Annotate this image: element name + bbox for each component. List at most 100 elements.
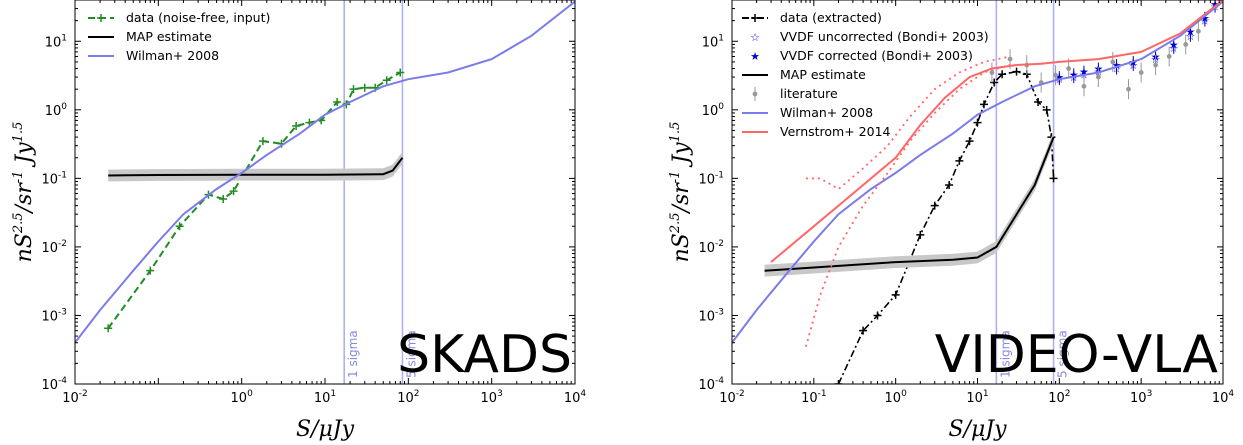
legend-label: Wilman+ 2008: [126, 48, 219, 63]
y-tick-label: 10-4: [41, 376, 67, 393]
vline-label-2: 5 sigma: [1056, 330, 1070, 378]
y-tick-label: 10-1: [41, 170, 67, 187]
data-point: ★: [1054, 71, 1064, 84]
legend-label: data (noise-free, input): [126, 10, 270, 25]
chart-panel-2: 1 sigma 5 sigma☆ ☆ ☆ ☆ ☆ ☆ ☆☆☆☆☆★ ★ ★ ★ ★ ★ ★★★★★VIDE…: [668, 0, 1234, 442]
legend-item: ☆ VVDF uncorrected (Bondi+ 2003): [750, 29, 989, 44]
data-point: [965, 137, 974, 146]
data-point: [1049, 174, 1058, 183]
legend-label: VVDF corrected (Bondi+ 2003): [780, 48, 973, 63]
x-axis: 10-2 10-1 100 101 102 103 104: [719, 0, 1234, 406]
data-point: ★: [1069, 68, 1079, 81]
y-tick-label: 10-4: [698, 376, 724, 393]
data-point: [360, 83, 369, 92]
data-point: [1153, 62, 1158, 68]
legend-swatch: ☆: [750, 31, 760, 44]
y-axis-label: nS2.5/sr-1 Jy1.5: [11, 122, 37, 263]
data-point: [1126, 86, 1131, 92]
data-point: ★: [1185, 25, 1195, 38]
data-point: [104, 324, 113, 333]
legend-item: data (extracted): [742, 10, 882, 25]
data-point: [1095, 74, 1101, 80]
legend-item: Wilman+ 2008: [88, 48, 219, 63]
legend-item: literature: [752, 86, 838, 101]
data-point: [973, 118, 982, 127]
legend-label: MAP estimate: [780, 67, 866, 82]
y-tick-label: 10-1: [698, 170, 724, 187]
legend-swatch: [751, 14, 759, 22]
x-tick-label: 104: [564, 389, 587, 406]
data-point: [229, 187, 238, 196]
series-2: [108, 151, 404, 182]
data-point: [1012, 67, 1021, 76]
data-point: [333, 98, 342, 107]
series-line: [75, 0, 575, 344]
y-axis: 10-4 10-3 10-2 10-1 100 101: [698, 0, 1223, 393]
data-point: ★: [1200, 12, 1210, 25]
x-tick-label: 10-2: [62, 389, 88, 406]
data-point: ★: [1169, 38, 1179, 51]
vline-label-1: 1 sigma: [998, 330, 1012, 378]
series-line: [805, 55, 1011, 191]
x-tick-label: 10-1: [801, 389, 827, 406]
legend-swatch: [752, 91, 758, 97]
x-tick-label: 100: [885, 389, 908, 406]
data-point: [1110, 59, 1116, 65]
data-point: [258, 137, 267, 146]
data-point: [349, 85, 358, 94]
legend-item: Wilman+ 2008: [742, 105, 873, 120]
legend-label: MAP estimate: [126, 29, 212, 44]
series-6: [732, 0, 1223, 344]
legend: data (extracted) ☆ VVDF uncorrected (Bondi…: [742, 10, 989, 139]
uncertainty-band: [108, 151, 403, 182]
data-point: [990, 78, 999, 87]
series-line: [732, 0, 1223, 344]
legend-item: MAP estimate: [742, 67, 866, 82]
plot-area: 1 sigma 5 sigma: [75, 0, 575, 384]
data-point: [292, 122, 301, 131]
y-tick-label: 10-3: [41, 307, 67, 324]
watermark: SKADS: [397, 325, 572, 385]
x-tick-label: 102: [397, 389, 419, 406]
data-point: [1066, 66, 1072, 71]
y-tick-label: 10-3: [698, 307, 724, 324]
legend: data (noise-free, input) MAP estimate Wilm…: [88, 10, 270, 63]
data-point: [989, 70, 995, 75]
series-1: [104, 68, 405, 333]
series-7: [770, 0, 1223, 263]
y-tick-label: 101: [702, 33, 724, 50]
vline-label-1: 1 sigma: [346, 330, 360, 378]
x-tick-label: 10-2: [719, 389, 745, 406]
x-axis-label: S/μJy: [948, 417, 1007, 441]
y-tick-label: 10-2: [698, 239, 724, 256]
data-point: [1042, 105, 1051, 114]
data-point: [1166, 54, 1172, 59]
data-point: [979, 100, 988, 109]
series-3: [75, 0, 575, 344]
y-tick-label: 101: [45, 33, 67, 50]
data-point: [396, 68, 405, 77]
x-tick-label: 103: [481, 389, 503, 406]
data-point: [998, 70, 1007, 79]
series-line: [805, 64, 1011, 347]
x-axis-label: S/μJy: [296, 417, 355, 441]
series-line: [770, 0, 1223, 263]
legend-item: data (noise-free, input): [88, 10, 270, 25]
watermark: VIDEO-VLA: [935, 325, 1219, 385]
series-8: [805, 64, 1011, 347]
legend-swatch: ★: [750, 50, 760, 63]
data-point: [1034, 98, 1043, 107]
data-point: [945, 181, 954, 190]
data-point: [1183, 42, 1189, 47]
y-axis: 10-4 10-3 10-2 10-1 100 101: [41, 0, 575, 393]
data-point: [891, 290, 900, 299]
data-point: [1081, 83, 1087, 89]
data-point: [146, 266, 155, 275]
data-point: [1138, 70, 1144, 75]
data-point: ★: [1112, 59, 1122, 72]
x-tick-label: 101: [314, 389, 336, 406]
y-axis-label: nS2.5/sr-1 Jy1.5: [668, 122, 694, 263]
data-point: [219, 194, 228, 203]
data-point: [955, 156, 964, 165]
